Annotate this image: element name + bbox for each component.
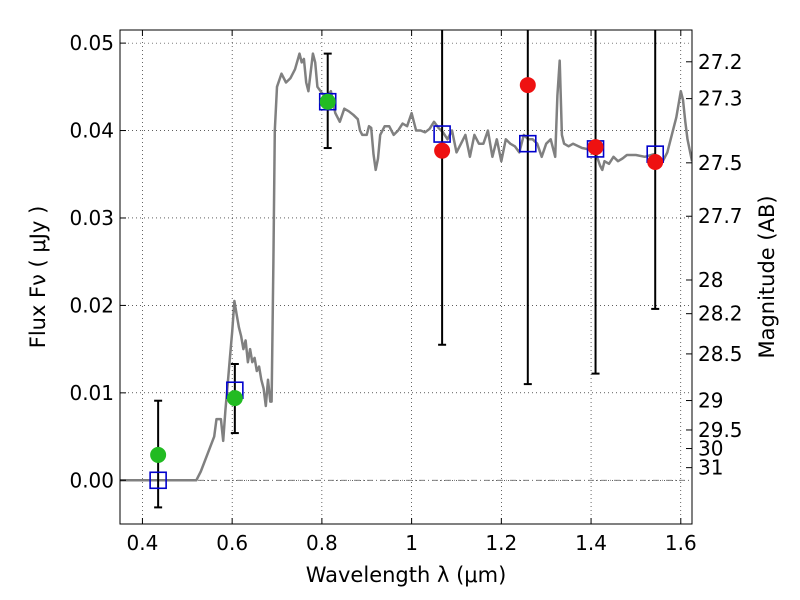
y-axis-label-right: Magnitude (AB) — [755, 195, 779, 358]
model-point — [519, 134, 537, 153]
mag-tick-label: 27.7 — [698, 204, 743, 228]
observed-point — [587, 139, 604, 156]
x-tick-label: 1.2 — [485, 531, 517, 555]
observed-point — [319, 93, 336, 110]
mag-tick-label: 27.3 — [698, 87, 743, 111]
observed-point — [226, 390, 243, 407]
x-axis: 0.4 0.6 0.8 1 1.2 1.4 1.6 — [127, 30, 697, 555]
mag-tick-label: 28 — [698, 268, 723, 292]
x-tick-label: 1 — [405, 531, 418, 555]
observed-point — [434, 142, 451, 159]
mag-tick-label: 28.5 — [698, 342, 743, 366]
plot-area — [120, 30, 692, 509]
y-tick-label: 0.00 — [69, 468, 114, 492]
y-axis-label: Flux Fν ( μJy ) — [26, 206, 50, 349]
x-tick-label: 0.6 — [216, 531, 248, 555]
model-point — [149, 471, 167, 490]
y-axis-left: 0.00 0.01 0.02 0.03 0.04 0.05 — [69, 31, 126, 492]
mag-tick-label: 28.2 — [698, 302, 743, 326]
y-tick-label: 0.03 — [69, 206, 114, 230]
mag-tick-label: 27.5 — [698, 151, 743, 175]
y-tick-label: 0.01 — [69, 381, 114, 405]
x-tick-label: 0.8 — [306, 531, 338, 555]
y-tick-label: 0.02 — [69, 293, 114, 317]
plot-frame — [119, 29, 693, 525]
spectrum-line — [120, 52, 692, 482]
mag-tick-label: 30 — [698, 437, 723, 461]
mag-tick-label: 27.2 — [698, 50, 743, 74]
observed-point — [519, 77, 536, 94]
mag-tick-label: 31 — [698, 456, 723, 480]
y-tick-label: 0.05 — [69, 31, 114, 55]
observed-point — [150, 446, 167, 463]
x-tick-label: 1.6 — [665, 531, 697, 555]
mag-tick-label: 29.5 — [698, 418, 743, 442]
grid — [120, 30, 692, 524]
mag-tick-label: 29 — [698, 389, 723, 413]
x-tick-label: 1.4 — [575, 531, 607, 555]
observed-point — [647, 154, 664, 171]
x-axis-label: Wavelength λ (μm) — [306, 563, 507, 587]
x-tick-label: 0.4 — [127, 531, 159, 555]
model-point — [433, 125, 451, 143]
y-tick-label: 0.04 — [69, 119, 114, 143]
